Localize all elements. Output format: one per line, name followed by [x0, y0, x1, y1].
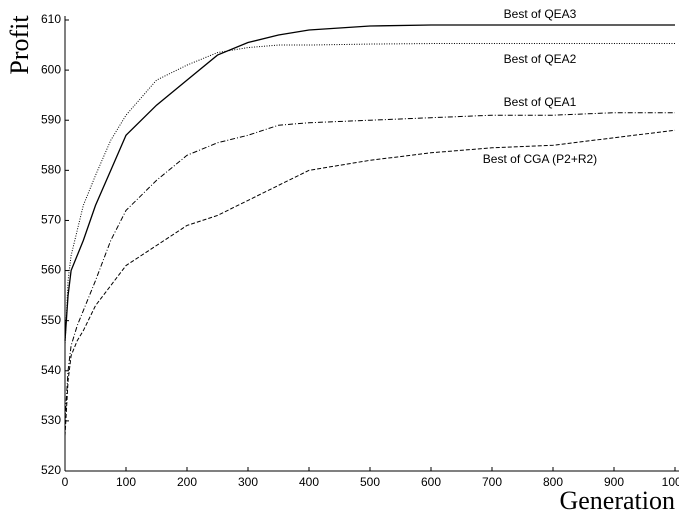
y-tick-label: 610: [41, 12, 61, 26]
x-tick-label: 1000: [662, 475, 679, 489]
y-tick-label: 570: [41, 213, 61, 227]
x-tick-label: 100: [116, 475, 136, 489]
x-tick-label: 600: [421, 475, 441, 489]
legend-label: Best of CGA (P2+R2): [483, 152, 597, 166]
y-tick-label: 590: [41, 112, 61, 126]
y-tick-label: 560: [41, 263, 61, 277]
y-tick-label: 550: [41, 313, 61, 327]
y-axis-label: Profit: [5, 15, 34, 75]
y-tick-label: 600: [41, 62, 61, 76]
y-tick-label: 540: [41, 363, 61, 377]
series-line: [64, 43, 675, 346]
y-tick-label: 580: [41, 163, 61, 177]
x-tick-label: 800: [543, 475, 563, 489]
x-axis-label: Generation: [559, 486, 675, 515]
x-tick-label: 300: [238, 475, 258, 489]
y-tick-label: 530: [41, 413, 61, 427]
x-tick-label: 500: [360, 475, 380, 489]
y-tick-label: 520: [41, 463, 61, 477]
x-tick-label: 900: [604, 475, 624, 489]
series-line: [64, 24, 675, 341]
legend-label: Best of QEA3: [504, 7, 577, 21]
x-tick-label: 200: [177, 475, 197, 489]
series-line: [64, 112, 675, 421]
x-tick-label: 400: [299, 475, 319, 489]
legend-label: Best of QEA2: [504, 52, 577, 66]
x-tick-label: 700: [482, 475, 502, 489]
x-tick-label: 0: [62, 475, 69, 489]
series-line: [64, 129, 676, 436]
legend-label: Best of QEA1: [504, 95, 577, 109]
